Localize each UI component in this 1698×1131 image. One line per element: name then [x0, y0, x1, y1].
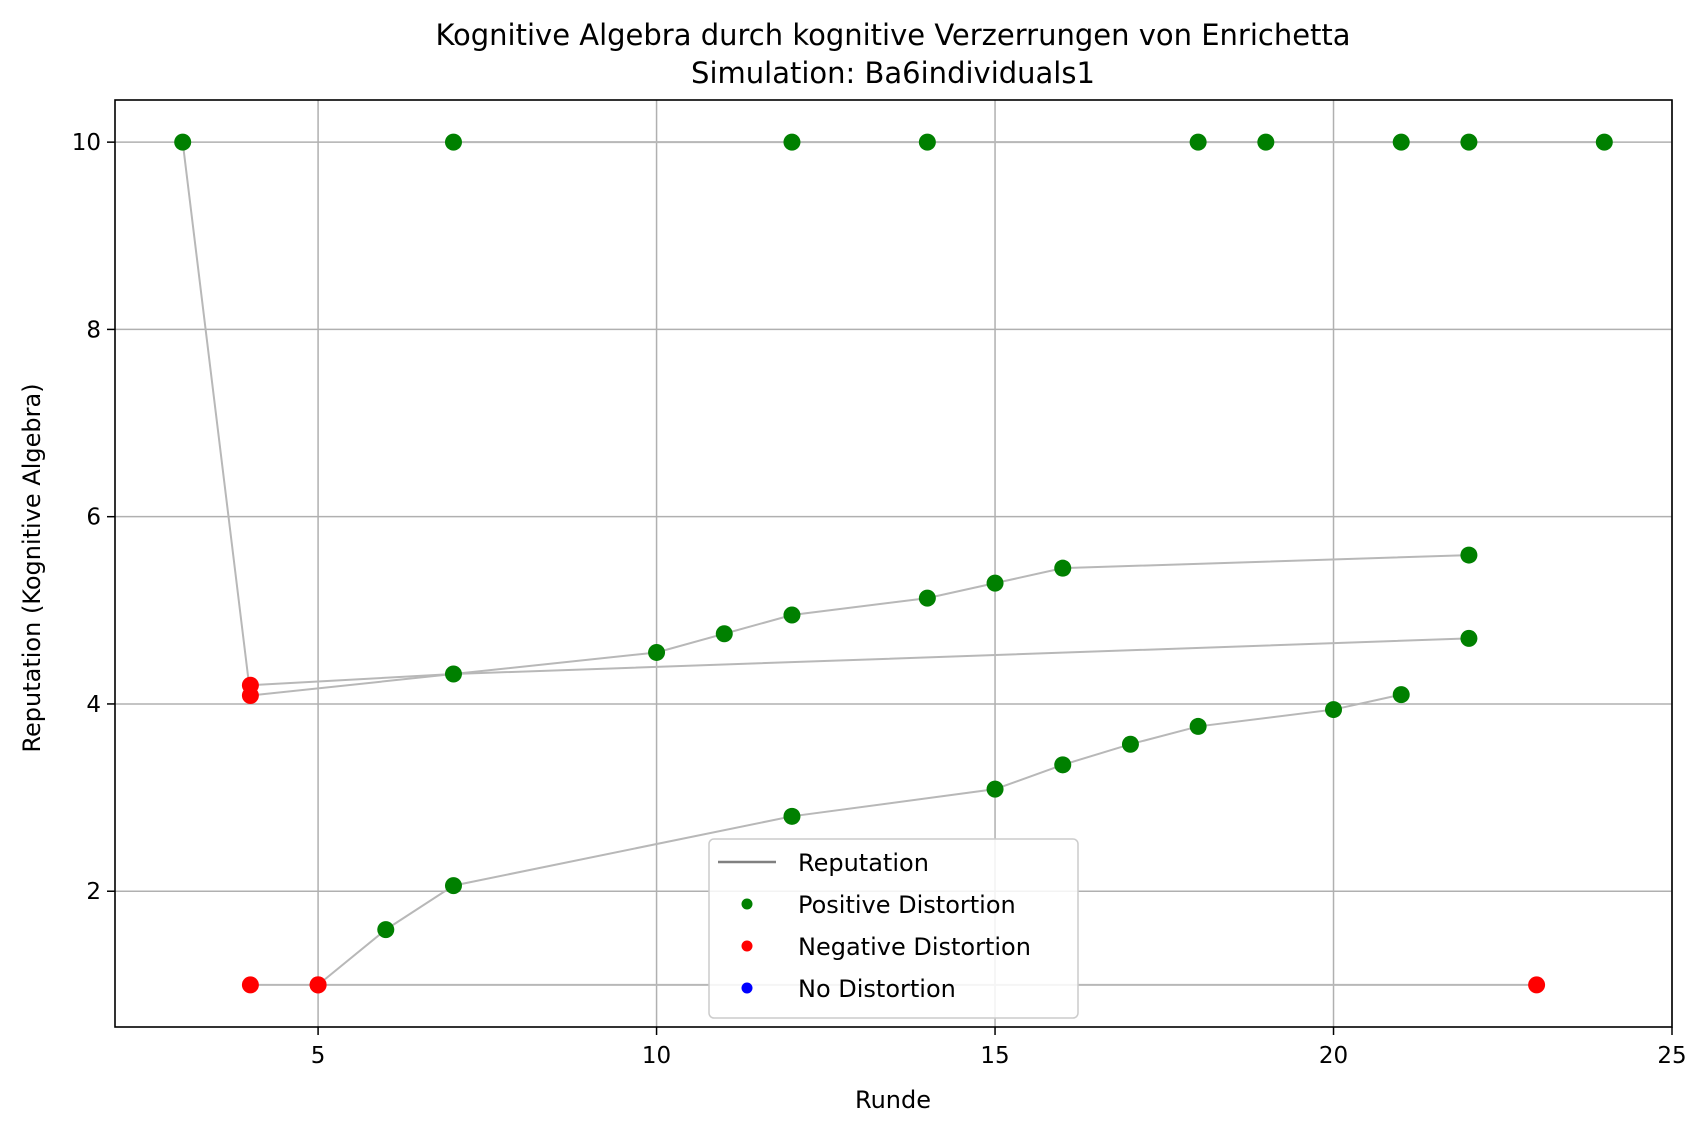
data-point-positive [986, 780, 1004, 798]
data-point-positive [986, 574, 1004, 592]
data-point-negative [241, 676, 259, 694]
y-tick-label: 6 [86, 505, 101, 531]
data-point-positive [648, 643, 666, 661]
legend-entry-reputation: Reputation [718, 849, 929, 877]
data-point-positive [1189, 717, 1207, 735]
data-point-negative [1528, 976, 1546, 994]
chart-title: Kognitive Algebra durch kognitive Verzer… [435, 18, 1350, 52]
legend-label-none: No Distortion [798, 975, 956, 1003]
legend: Reputation Positive Distortion Negative … [708, 838, 1079, 1019]
data-point-positive [1460, 133, 1478, 151]
x-tick-label: 25 [1657, 1043, 1686, 1069]
legend-box [708, 838, 1079, 1019]
data-point-positive [444, 665, 462, 683]
legend-dot-negative [741, 940, 753, 952]
data-point-positive [444, 877, 462, 895]
legend-dot-none [741, 982, 753, 994]
data-point-positive [1392, 133, 1410, 151]
data-point-positive [1054, 559, 1072, 577]
x-axis-ticks: 5 10 15 20 25 [311, 1027, 1687, 1069]
legend-label-reputation: Reputation [798, 849, 929, 877]
data-point-positive [1325, 701, 1343, 719]
y-tick-label: 10 [72, 130, 101, 156]
plot-area-frame [114, 99, 1673, 1028]
x-tick-label: 5 [311, 1043, 326, 1069]
data-point-positive [1460, 629, 1478, 647]
reputation-line-individual-3 [317, 693, 1402, 986]
data-point-positive [918, 133, 936, 151]
data-point-positive [715, 625, 733, 643]
legend-entry-none: No Distortion [741, 975, 956, 1003]
data-point-positive [783, 133, 801, 151]
reputation-line-individual-1 [181, 142, 1469, 697]
x-tick-label: 20 [1319, 1043, 1348, 1069]
data-point-positive [1392, 686, 1410, 704]
data-point-positive [444, 133, 462, 151]
legend-dot-positive [741, 898, 753, 910]
data-point-positive [783, 807, 801, 825]
y-tick-label: 4 [86, 692, 101, 718]
data-point-negative [309, 976, 327, 994]
data-point-positive [1189, 133, 1207, 151]
data-point-positive [377, 921, 395, 939]
data-point-positive [174, 133, 192, 151]
reputation-line-individual-2 [250, 637, 1469, 687]
data-point-positive [918, 589, 936, 607]
x-axis-label: Runde [855, 1086, 931, 1114]
data-point-positive [1460, 546, 1478, 564]
y-axis-ticks: 2 4 6 8 10 [72, 130, 115, 905]
data-point-positive [1257, 133, 1275, 151]
data-point-positive [783, 606, 801, 624]
data-point-positive [1054, 756, 1072, 774]
legend-label-negative: Negative Distortion [798, 933, 1031, 961]
y-tick-label: 2 [86, 879, 101, 905]
data-point-positive [1121, 735, 1139, 753]
legend-label-positive: Positive Distortion [798, 891, 1016, 919]
data-point-positive [1595, 133, 1613, 151]
y-axis-label: Reputation (Kognitive Algebra) [18, 383, 46, 752]
y-tick-label: 8 [86, 317, 101, 343]
data-point-negative [241, 976, 259, 994]
chart-subtitle: Simulation: Ba6individuals1 [691, 56, 1095, 90]
x-tick-label: 10 [642, 1043, 671, 1069]
legend-entry-negative: Negative Distortion [741, 933, 1031, 961]
distortion-points [174, 133, 1613, 994]
x-tick-label: 15 [980, 1043, 1009, 1069]
legend-entry-positive: Positive Distortion [741, 891, 1016, 919]
